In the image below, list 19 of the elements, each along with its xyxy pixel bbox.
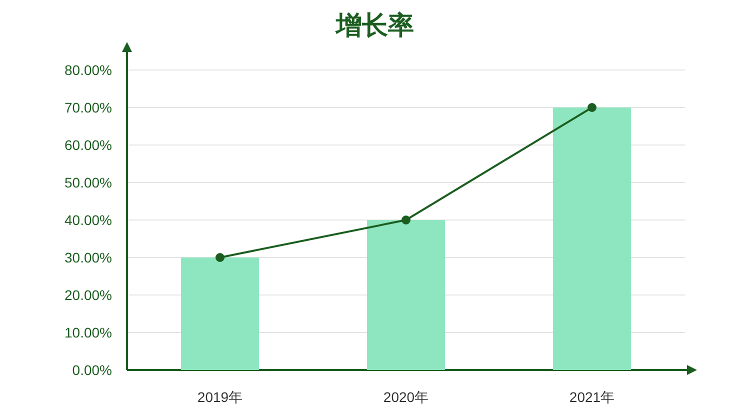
bar [552, 108, 632, 370]
chart-title: 增长率 [335, 10, 414, 40]
point [216, 253, 224, 262]
x-tick-label: 2019年 [197, 389, 243, 405]
x-tick-label: 2020年 [383, 389, 429, 405]
y-tick-label: 80.00% [64, 62, 112, 78]
y-tick-label: 60.00% [64, 137, 112, 153]
y-tick-label: 30.00% [64, 250, 112, 266]
bar [366, 220, 446, 370]
y-tick-label: 40.00% [64, 212, 112, 228]
y-tick-label: 10.00% [64, 324, 112, 340]
y-tick-label: 0.00% [72, 362, 112, 378]
point [402, 216, 410, 224]
bar [180, 258, 260, 370]
y-tick-label: 20.00% [64, 287, 112, 303]
point [588, 103, 596, 112]
y-tick-label: 50.00% [64, 174, 112, 190]
x-tick-label: 2021年 [569, 389, 615, 405]
y-tick-label: 70.00% [64, 100, 112, 116]
